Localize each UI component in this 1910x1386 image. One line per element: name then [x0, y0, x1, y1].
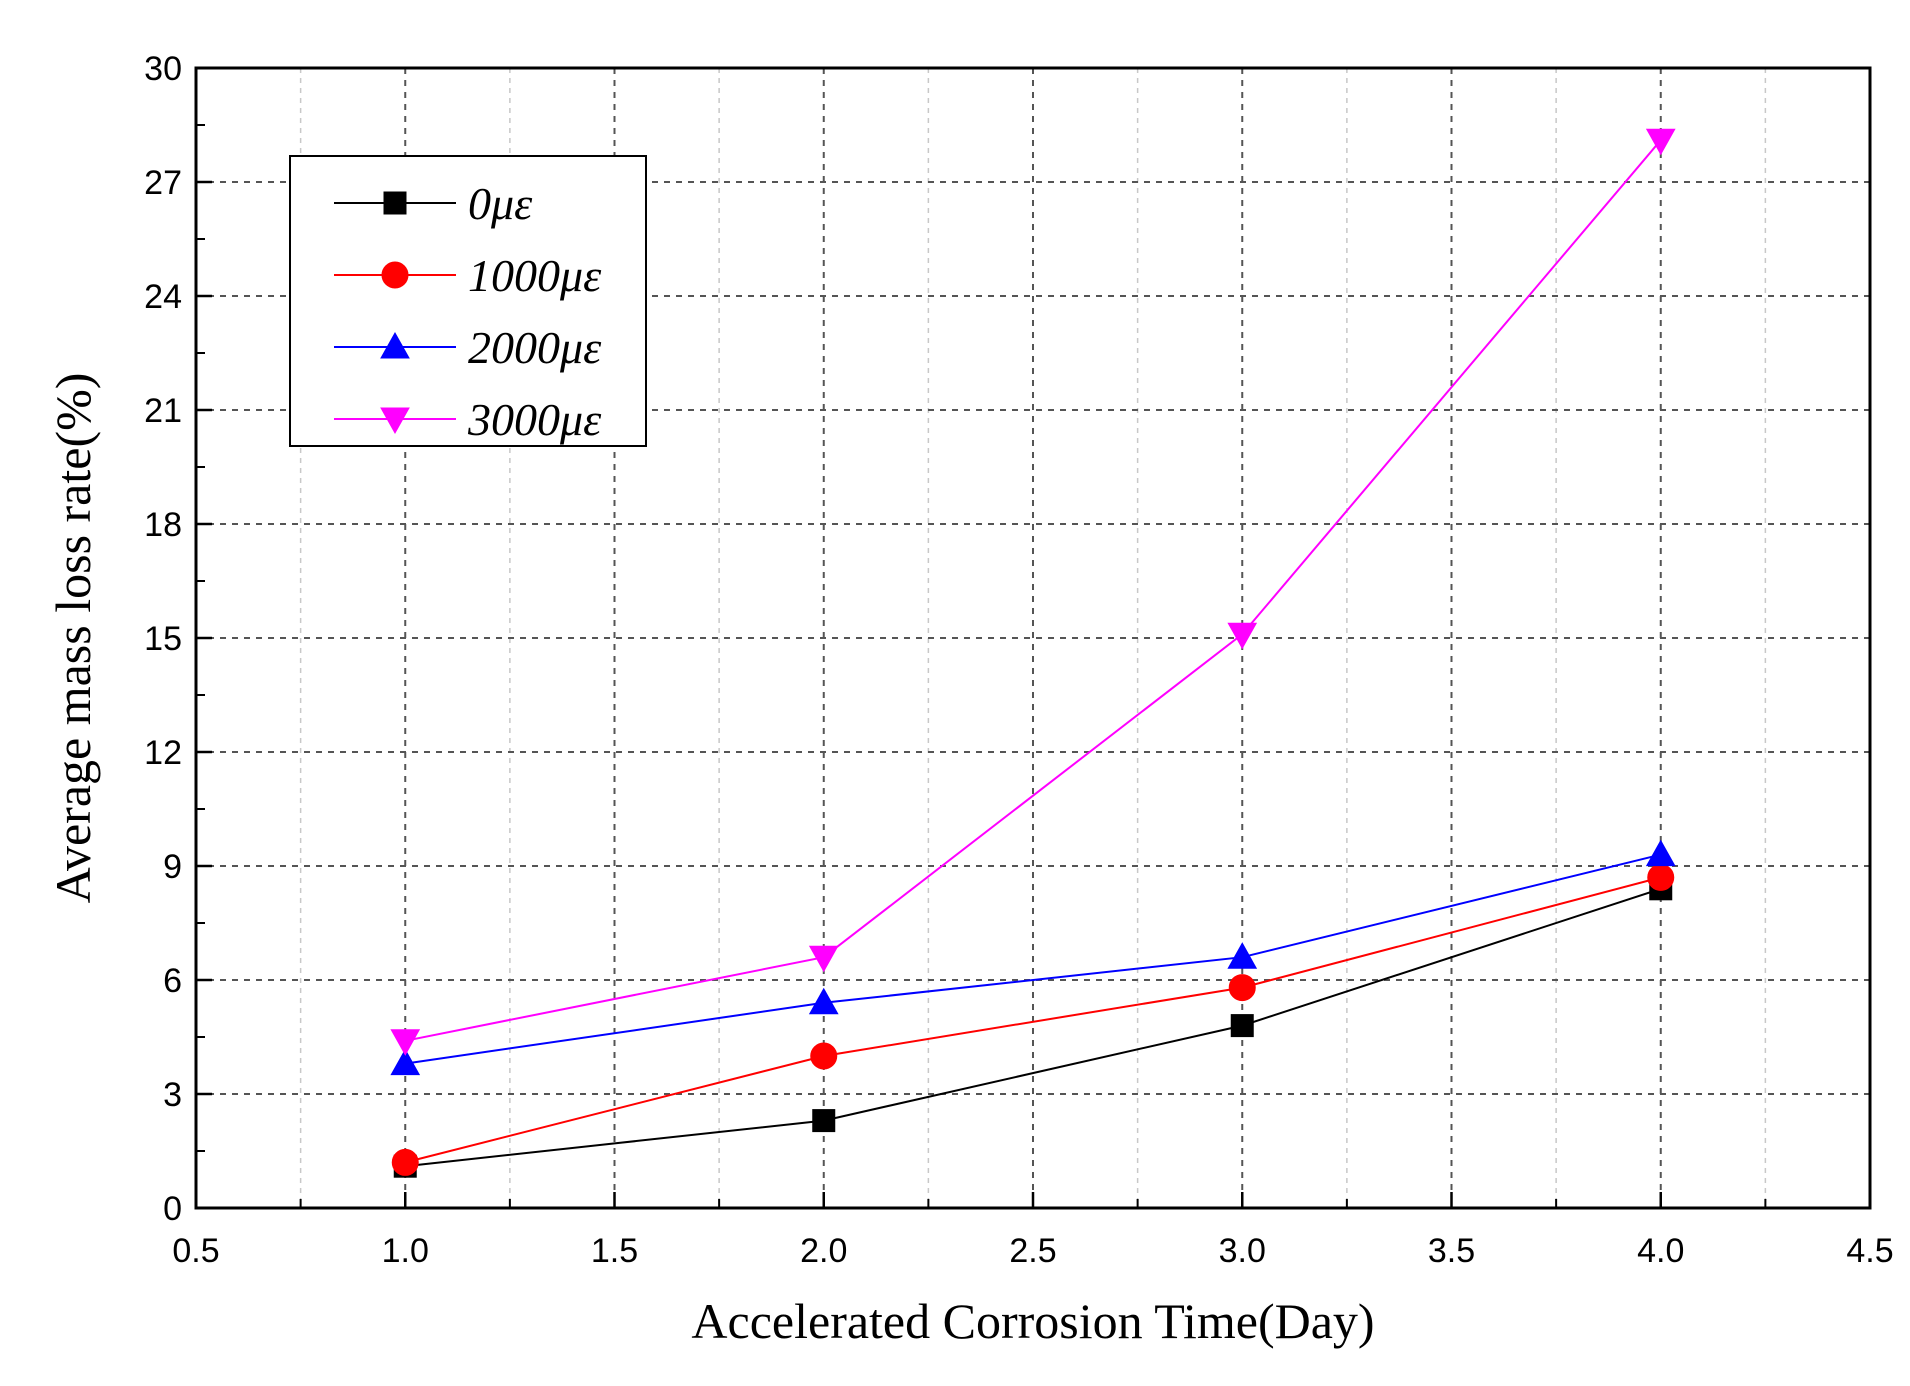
- legend-marker: [383, 191, 407, 215]
- legend: 0με 1000με 2000με 3000με: [289, 155, 647, 447]
- y-tick-label: 6: [163, 962, 182, 1000]
- x-tick-label: 2.5: [1009, 1232, 1056, 1270]
- series-2: [390, 839, 1676, 1076]
- legend-label: 3000με: [467, 394, 602, 445]
- series-line: [405, 853, 1661, 1065]
- y-tick-label: 0: [163, 1190, 182, 1228]
- y-tick-label: 30: [144, 50, 182, 88]
- data-point: [810, 1042, 838, 1070]
- data-point: [808, 987, 839, 1015]
- legend-entry: 0με: [334, 178, 533, 229]
- series-line: [405, 876, 1662, 1164]
- y-axis-title: Average mass loss rate(%): [45, 373, 101, 904]
- legend-box: [289, 155, 647, 447]
- series-line: [405, 887, 1662, 1168]
- x-tick-label: 2.0: [800, 1232, 847, 1270]
- data-point: [1227, 942, 1258, 969]
- legend-label: 2000με: [468, 322, 602, 373]
- x-tick-label: 4.0: [1637, 1232, 1684, 1270]
- legend-marker: [380, 331, 410, 359]
- y-tick-label: 9: [163, 848, 182, 886]
- x-axis-title: Accelerated Corrosion Time(Day): [691, 1293, 1374, 1349]
- data-point: [390, 1048, 421, 1076]
- y-tick-label: 18: [144, 506, 182, 544]
- y-tick-label: 27: [144, 164, 182, 202]
- series-1: [391, 863, 1675, 1176]
- x-tick-label: 1.0: [382, 1232, 429, 1270]
- data-point: [1645, 839, 1676, 867]
- x-tick-label: 1.5: [591, 1232, 638, 1270]
- x-tick-label: 3.5: [1428, 1232, 1475, 1270]
- y-tick-label: 21: [144, 392, 182, 430]
- legend-entry: 2000με: [334, 322, 602, 373]
- series-3: [390, 128, 1676, 1056]
- x-tick-label: 0.5: [172, 1232, 219, 1270]
- data-point: [391, 1148, 419, 1176]
- series-line: [405, 139, 1662, 1042]
- series: [390, 128, 1676, 1178]
- data-point: [1647, 863, 1675, 891]
- data-point: [1227, 622, 1258, 650]
- data-point: [808, 945, 839, 973]
- legend-entry: 1000με: [334, 250, 602, 301]
- y-tick-label: 24: [144, 278, 182, 316]
- legend-marker: [381, 261, 409, 289]
- x-tick-label: 4.5: [1846, 1232, 1893, 1270]
- data-point: [812, 1109, 836, 1133]
- data-point: [1645, 128, 1676, 156]
- axis-ticks: 0.5 1.0 1.5 2.0 2.5 3.0 3.5 4.0 4.5 0 3 6 9 12 15 18 21 2…: [144, 50, 1893, 1270]
- data-point: [1230, 1014, 1254, 1038]
- legend-marker: [380, 407, 410, 435]
- y-tick-label: 15: [144, 620, 182, 658]
- y-tick-label: 3: [163, 1076, 182, 1114]
- legend-label: 0με: [468, 178, 533, 229]
- legend-label: 1000με: [468, 250, 602, 301]
- legend-entry: 3000με: [334, 394, 602, 445]
- data-point: [1228, 974, 1256, 1002]
- x-tick-label: 3.0: [1219, 1232, 1266, 1270]
- data-point: [390, 1029, 421, 1056]
- y-tick-label: 12: [144, 734, 182, 772]
